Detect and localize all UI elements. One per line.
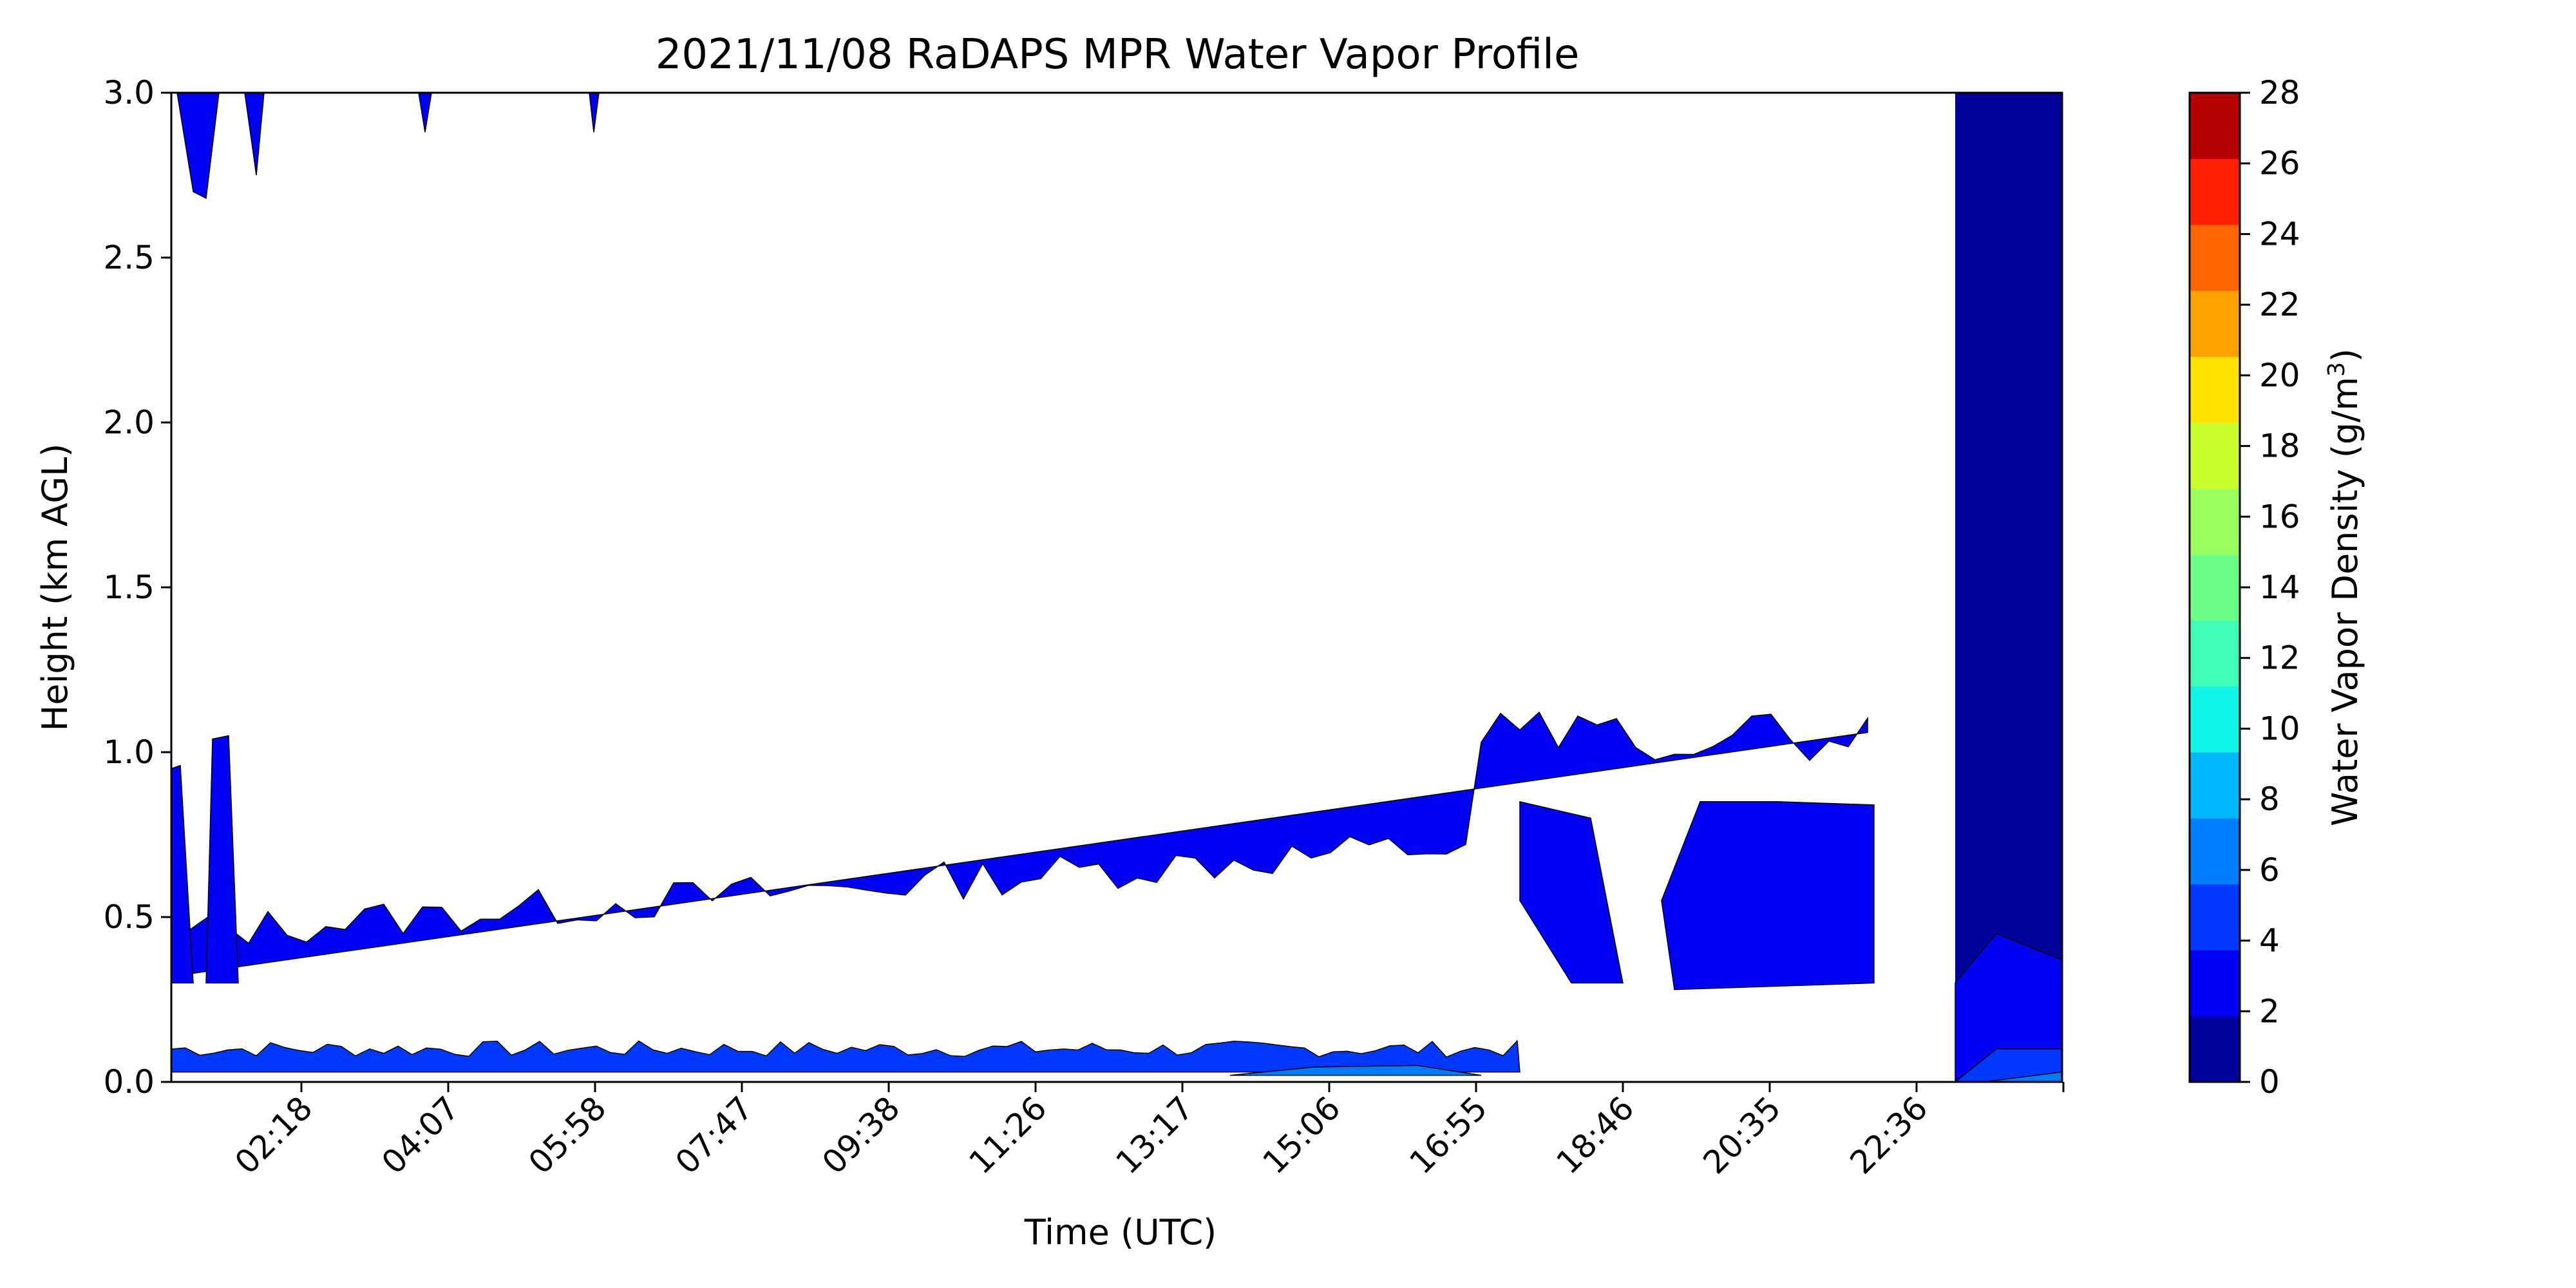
colorbar-band — [2190, 224, 2240, 291]
y-tick-label: 2.5 — [103, 239, 155, 276]
colorbar-band — [2190, 422, 2240, 489]
colorbar-band — [2190, 488, 2240, 555]
colorbar-tick-label: 28 — [2259, 74, 2300, 111]
y-axis-label: Height (km AGL) — [35, 444, 75, 732]
colorbar-tick-label: 10 — [2259, 710, 2300, 747]
x-tick-label: 02:18 — [228, 1089, 320, 1181]
y-axis-ticks: 0.0 0.5 1.0 1.5 2.0 2.5 3.0 — [103, 74, 171, 1101]
x-tick-label: 16:55 — [1403, 1089, 1495, 1181]
colorbar-band — [2190, 884, 2240, 951]
colorbar-band — [2190, 158, 2240, 225]
y-tick-label: 2.0 — [103, 404, 155, 441]
colorbar-tick-label: 12 — [2259, 639, 2300, 677]
x-axis-ticks: 02:18 04:07 05:58 07:47 09:38 11:26 13:17 15:06… — [228, 1082, 2065, 1181]
x-tick-label: 04:07 — [375, 1089, 467, 1181]
colorbar-tick-label: 2 — [2259, 992, 2280, 1030]
y-tick-label: 1.0 — [103, 734, 155, 771]
colorbar-tick-label: 8 — [2259, 781, 2280, 818]
colorbar-tick-label: 20 — [2259, 357, 2300, 394]
colorbar-band — [2190, 818, 2240, 885]
x-tick-label: 18:46 — [1549, 1089, 1642, 1181]
y-tick-label: 3.0 — [103, 74, 155, 111]
x-tick-label: 05:58 — [522, 1089, 614, 1181]
colorbar-band — [2190, 290, 2240, 357]
colorbar-tick-label: 16 — [2259, 498, 2300, 535]
x-tick-label: 20:35 — [1696, 1089, 1788, 1181]
colorbar-band — [2190, 1016, 2240, 1083]
x-tick-label: 22:36 — [1843, 1089, 1935, 1181]
colorbar-band — [2190, 950, 2240, 1017]
colorbar-band — [2190, 620, 2240, 687]
colorbar-tick-label: 14 — [2259, 569, 2300, 606]
colorbar-band — [2190, 686, 2240, 753]
colorbar-band — [2190, 93, 2240, 159]
colorbar-tick-label: 0 — [2259, 1063, 2280, 1101]
colorbar-band — [2190, 752, 2240, 819]
colorbar-tick-label: 18 — [2259, 428, 2300, 465]
y-tick-label: 0.0 — [103, 1063, 155, 1101]
colorbar-label: Water Vapor Density (g/m3) — [2324, 348, 2365, 826]
y-tick-label: 1.5 — [103, 569, 155, 606]
colorbar-tick-label: 24 — [2259, 215, 2300, 252]
low-moist-layer — [171, 1039, 1520, 1073]
colorbar-tick-label: 26 — [2259, 145, 2300, 182]
colorbar-band — [2190, 554, 2240, 621]
contour-regions — [171, 92, 2063, 1083]
vapor-block — [1661, 801, 1875, 990]
x-axis-label: Time (UTC) — [1024, 1212, 1217, 1253]
colorbar-tick-label: 22 — [2259, 286, 2300, 323]
x-tick-label: 09:38 — [815, 1089, 907, 1181]
x-tick-label: 11:26 — [962, 1089, 1054, 1181]
late-dense-column — [1955, 93, 2062, 1082]
mid-vapor-patch — [1519, 800, 1624, 984]
elevated-vapor-layer — [171, 711, 1868, 978]
surface-moist-patch — [1229, 1065, 1482, 1076]
early-spike — [205, 735, 239, 984]
x-tick-label: 13:17 — [1109, 1089, 1201, 1181]
chart-title: 2021/11/08 RaDAPS MPR Water Vapor Profil… — [656, 31, 1580, 79]
colorbar-bands — [2190, 93, 2240, 1083]
y-tick-label: 0.5 — [103, 898, 155, 936]
colorbar-tick-label: 4 — [2259, 922, 2280, 960]
x-tick-label: 07:47 — [668, 1089, 761, 1181]
colorbar-tick-label: 6 — [2259, 851, 2280, 889]
plot-area — [170, 91, 2063, 1083]
colorbar-band — [2190, 356, 2240, 423]
x-tick-label: 15:06 — [1256, 1089, 1348, 1181]
